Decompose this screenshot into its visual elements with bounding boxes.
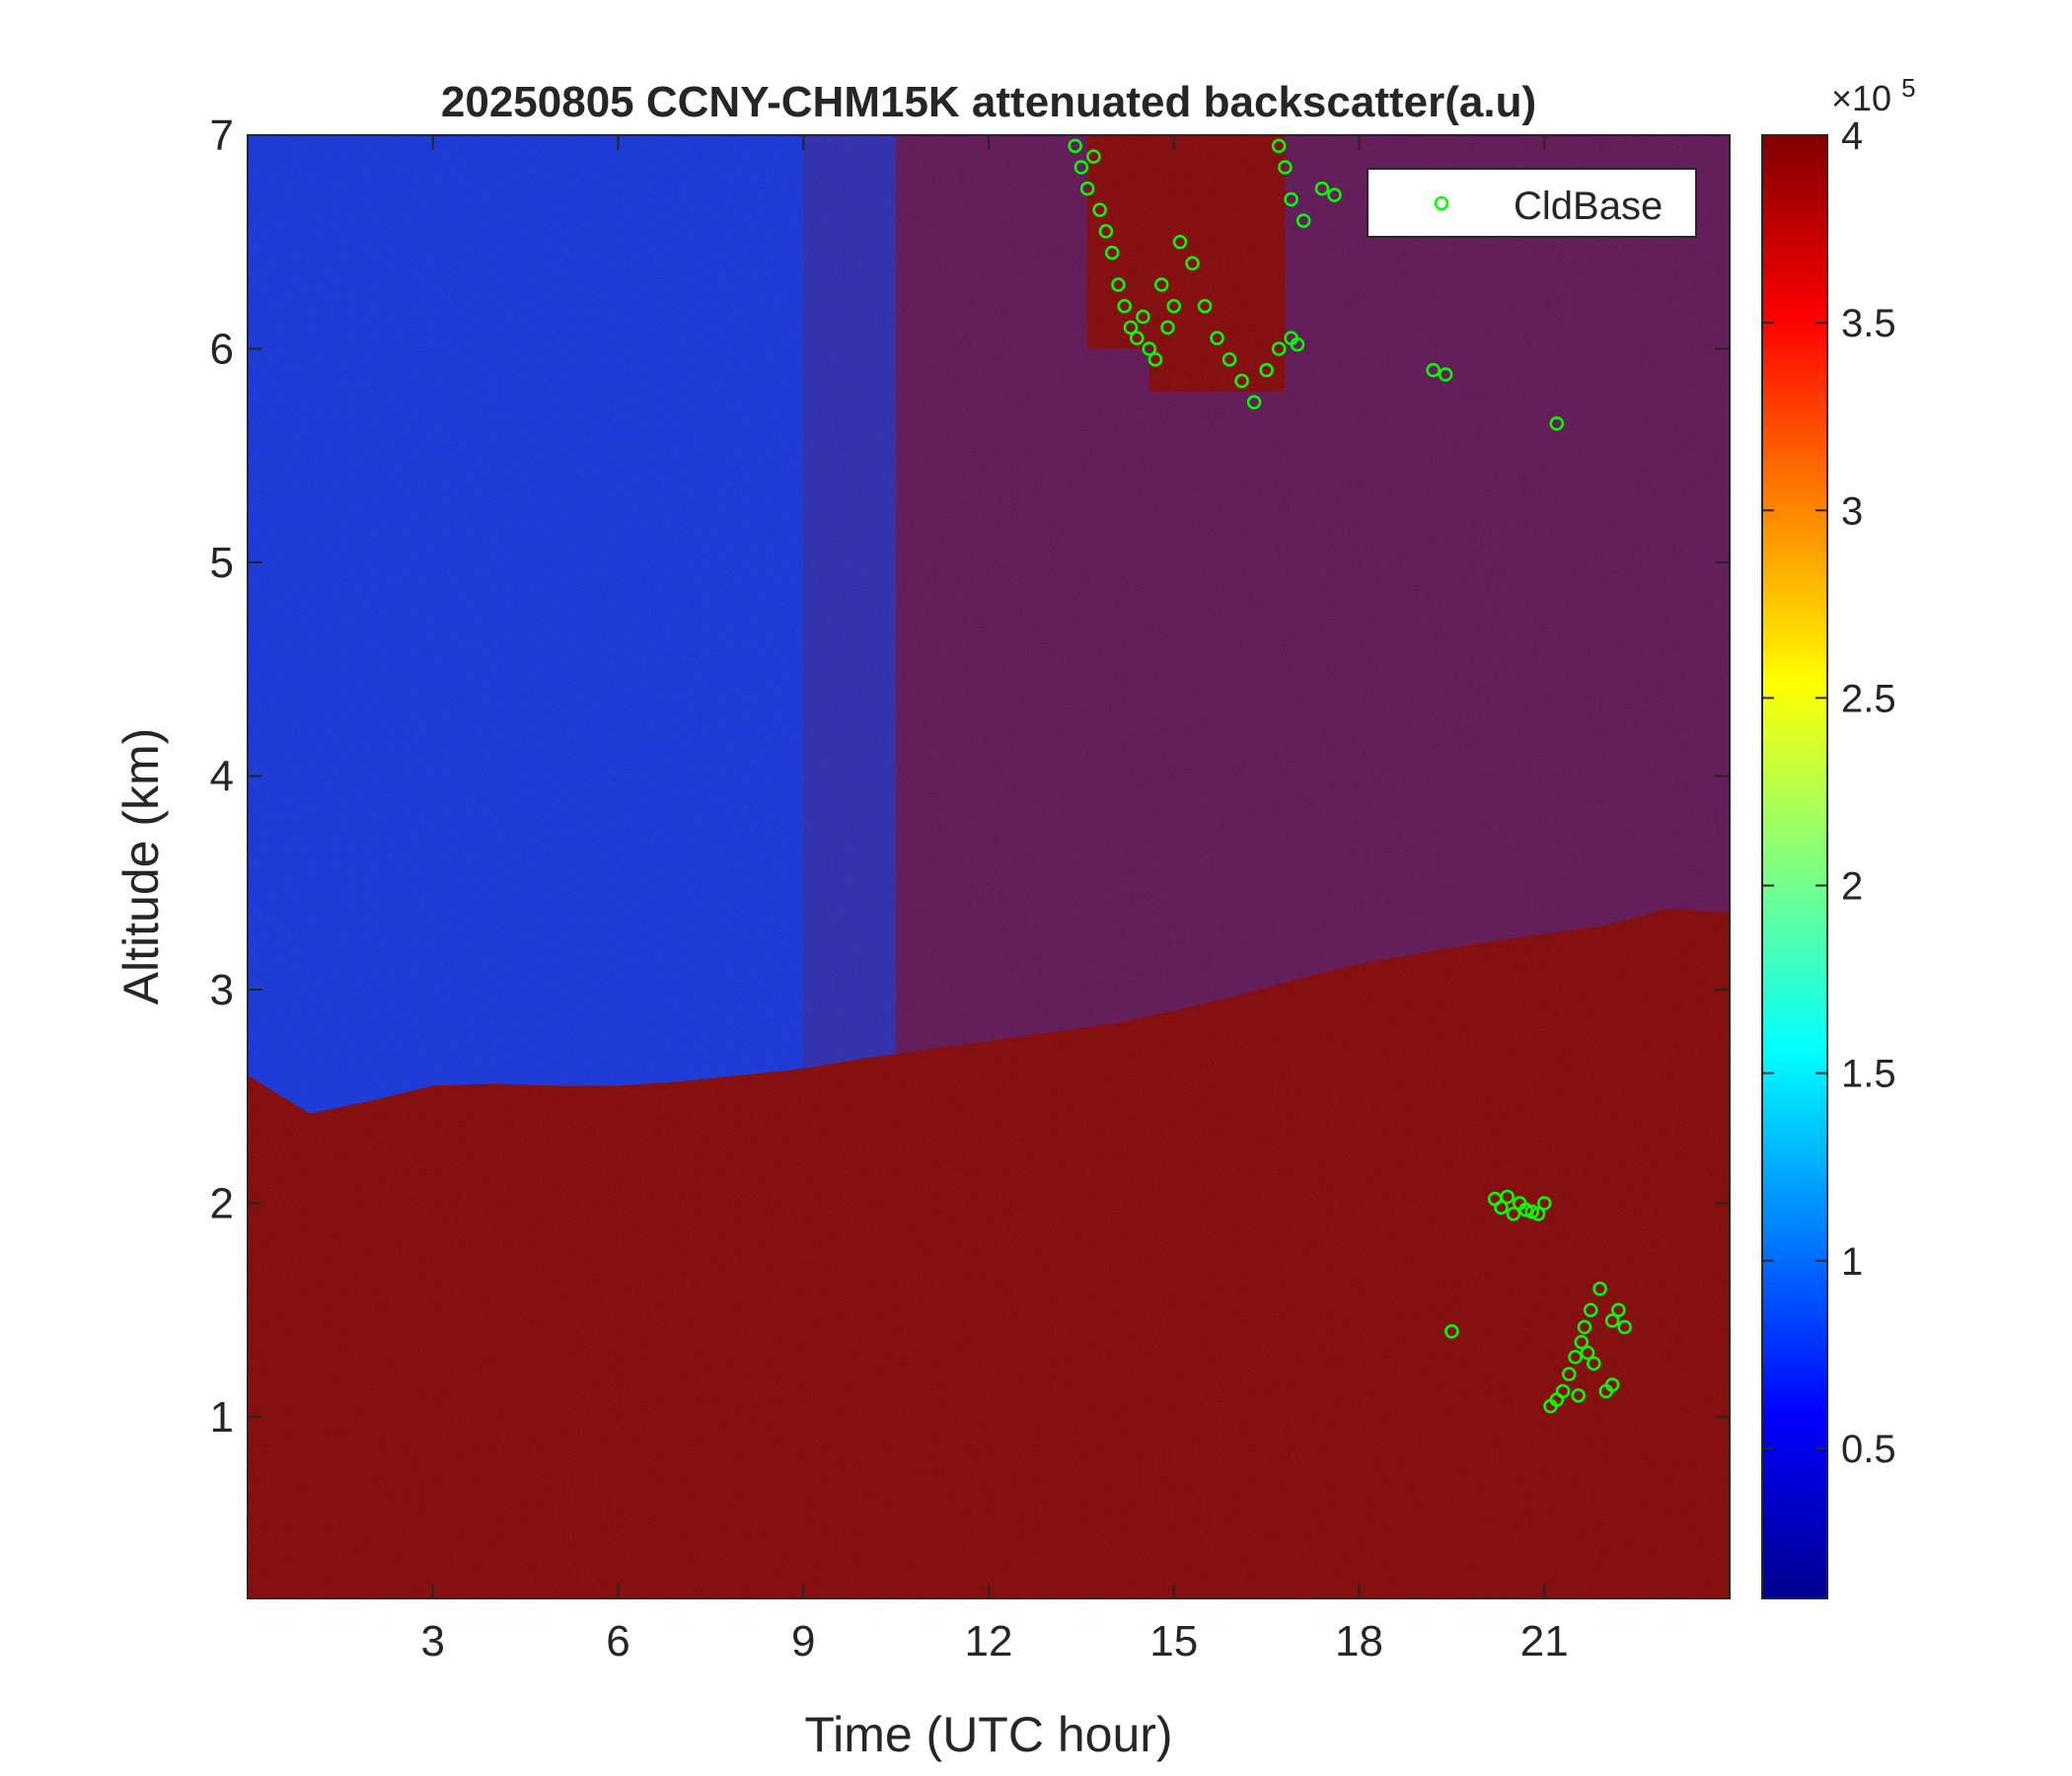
cloud-base-point bbox=[1592, 1281, 1607, 1296]
colorbar-tick-label: 2 bbox=[1841, 865, 1863, 909]
chart-title: 20250805 CCNY-CHM15K attenuated backscat… bbox=[441, 78, 1536, 126]
y-tick-label: 6 bbox=[210, 325, 234, 373]
y-axis-label: Altitude (km) bbox=[113, 728, 169, 1005]
cloud-base-markers bbox=[1068, 138, 1632, 1414]
noise-overlay bbox=[248, 135, 1730, 1598]
x-tick-label: 15 bbox=[1149, 1617, 1198, 1665]
cloud-base-point bbox=[1562, 1367, 1577, 1381]
cloud-base-point bbox=[1555, 1383, 1571, 1399]
cloud-base-point bbox=[1284, 191, 1298, 207]
y-tick-label: 4 bbox=[210, 752, 234, 800]
cloud-base-point bbox=[1259, 362, 1274, 378]
cloud-base-point bbox=[1444, 1324, 1459, 1339]
x-tick-label: 6 bbox=[606, 1617, 629, 1665]
x-tick-label: 12 bbox=[965, 1617, 1013, 1665]
cloud-base-point bbox=[1290, 336, 1305, 352]
cloud-base-point bbox=[1617, 1319, 1632, 1335]
cloud-base-point bbox=[1079, 181, 1095, 196]
cloud-base-point bbox=[1221, 352, 1237, 367]
cloud-base-point bbox=[1166, 298, 1181, 314]
cloud-base-point bbox=[1271, 341, 1287, 356]
cloud-base-point bbox=[1537, 1196, 1552, 1211]
cloud-base-point bbox=[1197, 298, 1213, 314]
legend: CldBase bbox=[1367, 168, 1697, 238]
cloud-base-point bbox=[1278, 160, 1293, 175]
y-axis-ticks: 1 2 3 4 5 6 7 bbox=[210, 111, 1730, 1442]
colorbar-tick-label: 0.5 bbox=[1841, 1428, 1896, 1471]
colorbar-tick-label: 3.5 bbox=[1841, 302, 1896, 345]
cloud-base-point bbox=[1518, 1202, 1533, 1218]
y-tick-label: 2 bbox=[210, 1179, 234, 1227]
cloud-base-point bbox=[1583, 1302, 1598, 1317]
y-tick-label: 1 bbox=[210, 1393, 234, 1442]
y-tick-label: 5 bbox=[210, 539, 234, 587]
cloud-base-point bbox=[1426, 362, 1441, 378]
cloud-base-point bbox=[1295, 213, 1311, 228]
cloud-base-point bbox=[1104, 245, 1120, 260]
cloud-base-point bbox=[1117, 298, 1132, 314]
colorbar-exponent-prefix: ×10 bbox=[1831, 78, 1891, 118]
x-tick-label: 21 bbox=[1520, 1617, 1569, 1665]
cloud-base-point bbox=[1147, 352, 1163, 367]
cloud-base-point bbox=[1314, 181, 1330, 196]
colorbar-tick-label: 4 bbox=[1841, 114, 1863, 158]
cloud-base-point bbox=[1587, 1356, 1601, 1371]
cloud-base-point bbox=[1568, 1350, 1583, 1365]
cloud-base-point bbox=[1210, 331, 1224, 345]
x-axis-label: Time (UTC hour) bbox=[804, 1707, 1172, 1762]
cloud-base-point bbox=[1098, 224, 1114, 239]
colorbar-exponent: ×10 5 bbox=[1831, 73, 1916, 118]
colorbar-ticks: 0.5 1 1.5 2 2.5 3 3.5 4 bbox=[1762, 114, 1896, 1471]
cloud-base-point bbox=[1604, 1313, 1620, 1328]
cloud-base-point bbox=[1494, 1200, 1509, 1216]
cloud-base-point bbox=[1438, 367, 1453, 382]
y-tick-label: 3 bbox=[210, 966, 234, 1014]
cloud-base-point bbox=[1577, 1319, 1592, 1335]
legend-marker-cldbase bbox=[1434, 195, 1449, 211]
colorbar-tick-label: 3 bbox=[1841, 489, 1863, 533]
cloud-base-point bbox=[1580, 1345, 1595, 1361]
x-tick-label: 3 bbox=[421, 1617, 445, 1665]
colorbar-gradient bbox=[1761, 134, 1828, 1599]
cloud-base-point bbox=[1068, 138, 1082, 154]
x-axis-ticks: 3 6 9 12 15 18 21 bbox=[421, 135, 1569, 1665]
colorbar-tick-label: 1.5 bbox=[1841, 1053, 1896, 1096]
cloud-base-point bbox=[1073, 160, 1089, 175]
x-tick-label: 9 bbox=[791, 1617, 815, 1665]
cloud-base-point bbox=[1111, 277, 1126, 292]
cloud-base-point bbox=[1327, 187, 1342, 202]
cloud-base-point bbox=[1524, 1204, 1539, 1220]
cloud-base-point bbox=[1136, 309, 1150, 325]
y-tick-label: 7 bbox=[210, 111, 234, 160]
cloud-base-point bbox=[1129, 331, 1145, 345]
legend-label-cldbase: CldBase bbox=[1514, 185, 1663, 228]
cloud-base-point bbox=[1506, 1207, 1521, 1221]
cloud-base-point bbox=[1086, 149, 1101, 164]
cloud-base-point bbox=[1611, 1302, 1626, 1317]
plot-area bbox=[248, 135, 1730, 1598]
cloud-base-point bbox=[1500, 1189, 1515, 1205]
cloud-base-point bbox=[1571, 1388, 1586, 1403]
cloud-base-point bbox=[1092, 202, 1107, 218]
colorbar-exponent-power: 5 bbox=[1901, 73, 1915, 103]
cloud-base-point bbox=[1549, 416, 1565, 431]
cloud-base-point bbox=[1142, 341, 1156, 356]
cloud-base-point bbox=[1172, 234, 1188, 250]
cloud-base-point bbox=[1271, 138, 1287, 154]
colorbar: 0.5 1 1.5 2 2.5 3 3.5 4 ×10 5 bbox=[1761, 73, 1916, 1599]
cloud-base-point bbox=[1604, 1377, 1620, 1392]
cloud-base-point bbox=[1185, 256, 1200, 271]
cloud-base-point bbox=[1246, 395, 1262, 409]
cloud-base-point bbox=[1153, 277, 1169, 292]
colorbar-tick-label: 2.5 bbox=[1841, 677, 1896, 720]
legend-box bbox=[1367, 168, 1697, 238]
colorbar-tick-label: 1 bbox=[1841, 1240, 1863, 1284]
cloud-base-point bbox=[1574, 1334, 1590, 1350]
x-tick-label: 18 bbox=[1335, 1617, 1383, 1665]
cloud-base-point bbox=[1530, 1207, 1546, 1221]
cloud-base-point bbox=[1123, 320, 1139, 335]
cloud-base-point bbox=[1160, 320, 1175, 335]
cloud-base-point bbox=[1234, 373, 1249, 389]
